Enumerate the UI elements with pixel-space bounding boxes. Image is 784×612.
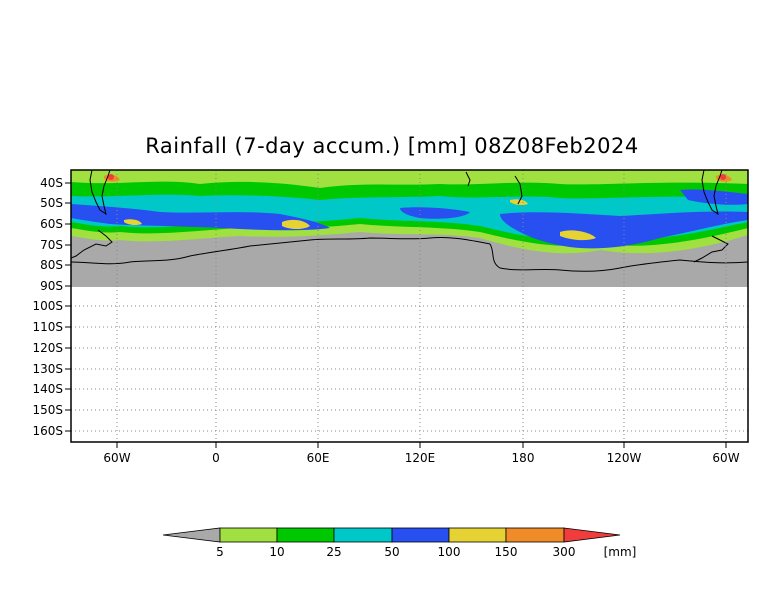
y-tick-label: 70S bbox=[40, 238, 63, 252]
rain-band-100mm-b bbox=[560, 230, 596, 241]
tasmania-coast bbox=[465, 171, 471, 187]
legend-swatch-25-50 bbox=[333, 527, 393, 543]
antarctica-coast bbox=[71, 237, 748, 272]
south-america-coast-west bbox=[89, 170, 111, 216]
x-tick-120w: 120W bbox=[607, 442, 642, 465]
y-tick-50s: 50S bbox=[40, 196, 71, 210]
y-tick-40s: 40S bbox=[40, 176, 71, 190]
coastlines bbox=[71, 170, 748, 272]
rain-band-300mm-a bbox=[108, 174, 114, 180]
y-tick-60s: 60S bbox=[40, 217, 71, 231]
legend-label: 50 bbox=[384, 545, 399, 559]
x-tick-60w-left: 60W bbox=[103, 442, 131, 465]
y-tick-label: 40S bbox=[40, 176, 63, 190]
y-tick-130s: 130S bbox=[32, 362, 71, 376]
y-tick-label: 140S bbox=[32, 382, 63, 396]
x-tick-60w-right: 60W bbox=[712, 442, 740, 465]
map-title: Rainfall (7-day accum.) [mm] 08Z08Feb202… bbox=[145, 134, 639, 158]
grid-lines bbox=[71, 170, 748, 442]
y-tick-label: 100S bbox=[32, 299, 63, 313]
y-tick-label: 50S bbox=[40, 196, 63, 210]
x-tick-label: 120E bbox=[405, 451, 436, 465]
rain-band-50mm-central bbox=[400, 207, 470, 219]
y-tick-160s: 160S bbox=[32, 424, 71, 438]
rain-band-100mm-a bbox=[282, 219, 310, 229]
legend-low-triangle bbox=[162, 527, 221, 543]
x-axis: 60W 0 60E 120E 180 120W 60W bbox=[103, 442, 740, 465]
y-tick-label: 130S bbox=[32, 362, 63, 376]
x-tick-label: 0 bbox=[212, 451, 220, 465]
rain-band-100mm-c bbox=[124, 219, 142, 226]
antarctic-peninsula-east bbox=[693, 235, 729, 263]
legend-label: 25 bbox=[326, 545, 341, 559]
y-tick-90s: 90S bbox=[40, 279, 71, 293]
x-tick-label: 60W bbox=[712, 451, 739, 465]
y-tick-label: 90S bbox=[40, 279, 63, 293]
rain-band-50mm-east bbox=[500, 211, 748, 249]
legend-swatch-5-10 bbox=[219, 527, 278, 543]
legend-label: 300 bbox=[553, 545, 576, 559]
x-tick-label: 60W bbox=[103, 451, 130, 465]
rainfall-field bbox=[71, 170, 748, 254]
y-tick-label: 160S bbox=[32, 424, 63, 438]
x-tick-180: 180 bbox=[512, 442, 535, 465]
new-zealand-coast bbox=[514, 175, 523, 205]
legend-label: 10 bbox=[269, 545, 284, 559]
y-tick-label: 60S bbox=[40, 217, 63, 231]
legend-colorbar: 5 10 25 50 100 150 300 [mm] bbox=[162, 527, 637, 559]
x-tick-label: 120W bbox=[607, 451, 642, 465]
legend-label: 150 bbox=[495, 545, 518, 559]
y-tick-label: 80S bbox=[40, 258, 63, 272]
y-tick-110s: 110S bbox=[32, 320, 71, 334]
y-tick-70s: 70S bbox=[40, 238, 71, 252]
x-tick-label: 60E bbox=[307, 451, 330, 465]
legend-swatch-100-150 bbox=[448, 527, 507, 543]
y-tick-label: 150S bbox=[32, 403, 63, 417]
legend-label: 5 bbox=[216, 545, 224, 559]
rain-band-300mm-b bbox=[720, 174, 726, 180]
antarctic-peninsula-west bbox=[71, 229, 113, 259]
y-tick-label: 120S bbox=[32, 341, 63, 355]
y-tick-80s: 80S bbox=[40, 258, 71, 272]
legend-swatch-10-25 bbox=[276, 527, 335, 543]
x-tick-0: 0 bbox=[212, 442, 220, 465]
y-tick-120s: 120S bbox=[32, 341, 71, 355]
x-tick-120e: 120E bbox=[405, 442, 436, 465]
x-tick-60e: 60E bbox=[307, 442, 330, 465]
y-tick-100s: 100S bbox=[32, 299, 71, 313]
legend-unit: [mm] bbox=[604, 545, 637, 559]
legend-swatch-150-300 bbox=[505, 527, 565, 543]
legend-swatch-50-100 bbox=[391, 527, 450, 543]
south-america-coast-east bbox=[701, 170, 723, 216]
x-tick-label: 180 bbox=[512, 451, 535, 465]
y-axis: 40S 50S 60S 70S 80S 90S 100S 110S 120S 1… bbox=[32, 176, 71, 438]
legend-high-triangle bbox=[563, 527, 621, 543]
y-tick-150s: 150S bbox=[32, 403, 71, 417]
y-tick-label: 110S bbox=[32, 320, 63, 334]
legend-label: 100 bbox=[438, 545, 461, 559]
y-tick-140s: 140S bbox=[32, 382, 71, 396]
